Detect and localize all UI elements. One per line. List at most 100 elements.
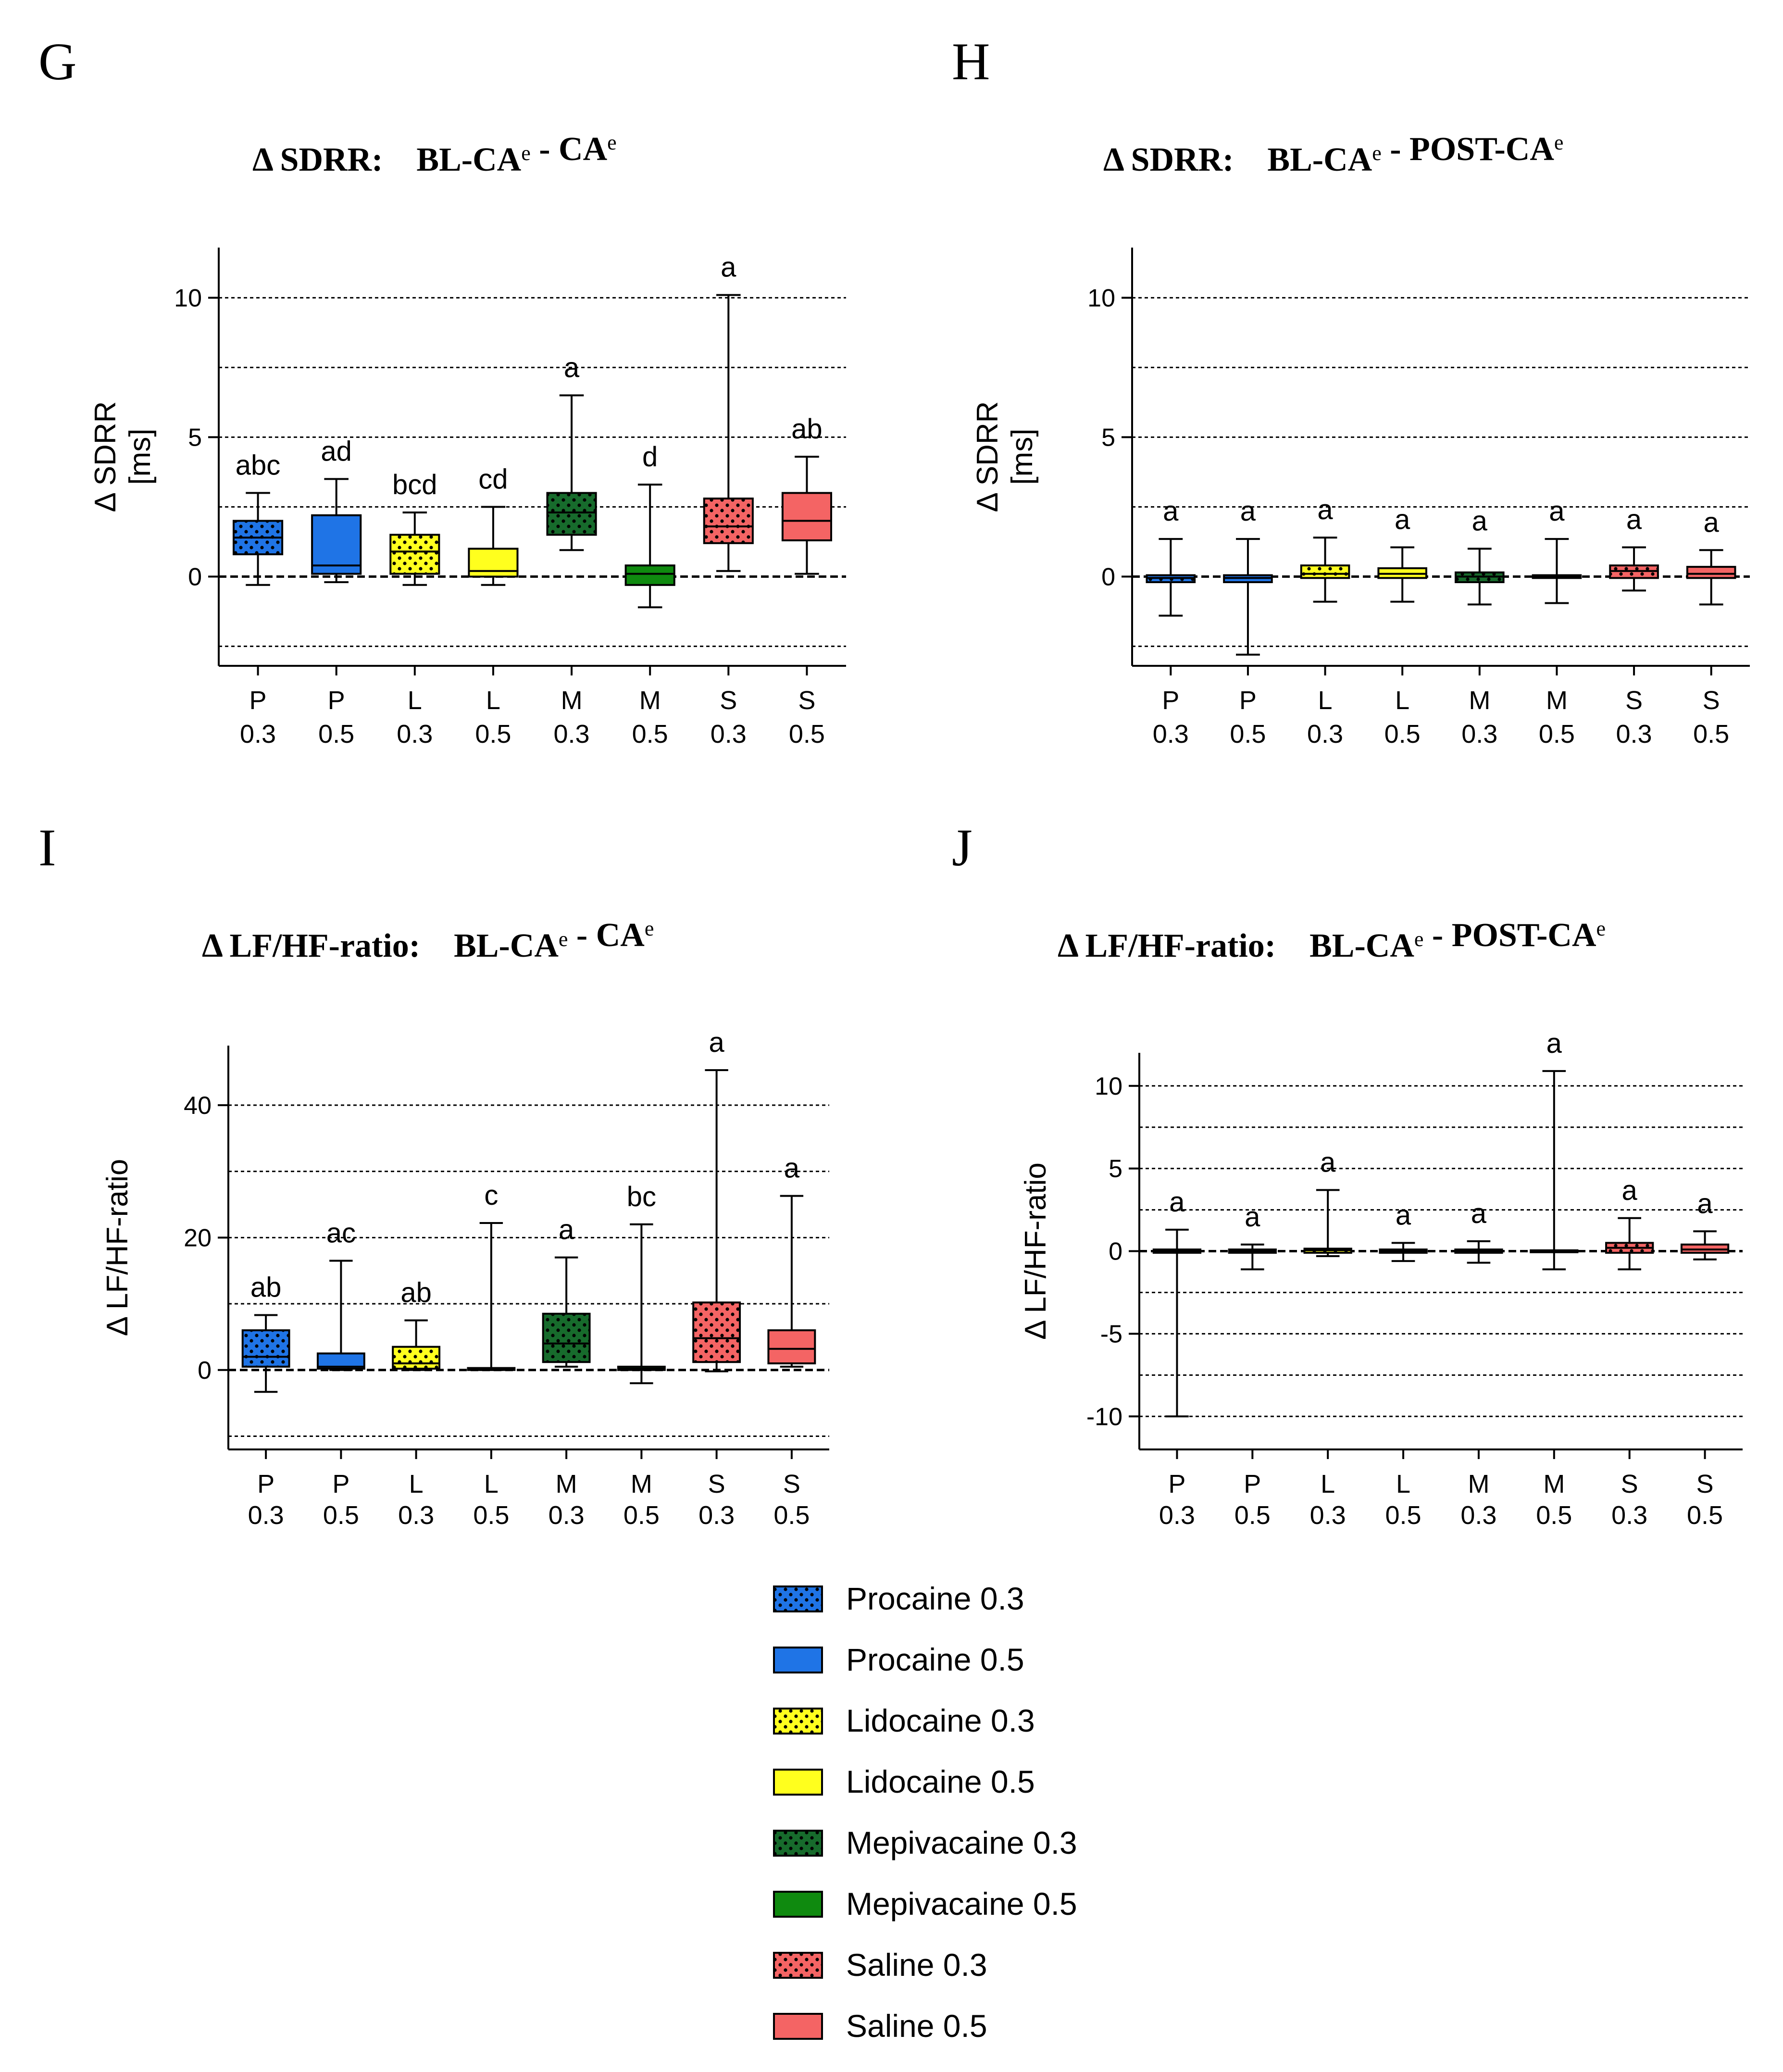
- box-dots: [1301, 565, 1349, 578]
- x-category-label: M: [1469, 686, 1490, 715]
- significance-label: a: [1622, 1175, 1638, 1206]
- y-tick-label: 0: [188, 563, 202, 591]
- x-category-label: P: [1162, 686, 1179, 715]
- y-tick-label: 20: [184, 1224, 212, 1252]
- chart-title-main: Δ LF/HF-ratio:: [1058, 927, 1309, 964]
- chart-title-part: BL-CA: [1309, 927, 1414, 964]
- legend-swatch-dots: [774, 1586, 822, 1611]
- chart-title-sup: e: [1596, 917, 1606, 940]
- box-p-05: ad P 0.5: [311, 436, 362, 749]
- y-axis-label-line1: Δ SDRR: [971, 401, 1004, 512]
- legend-item: Saline 0.3: [773, 1947, 987, 1983]
- significance-label: ab: [250, 1272, 282, 1303]
- x-category-label: P: [1244, 1470, 1261, 1498]
- significance-label: a: [1549, 496, 1565, 527]
- chart-title-part: - CA: [568, 917, 645, 954]
- legend-label: Saline 0.3: [846, 1947, 987, 1983]
- x-category-sublabel: 0.5: [318, 720, 354, 749]
- chart-title-part: - POST-CA: [1423, 917, 1596, 954]
- x-category-label: L: [486, 686, 500, 715]
- y-tick-label: 10: [174, 284, 202, 312]
- box-m-03: a M 0.3: [1455, 505, 1505, 749]
- panel-letter: J: [952, 818, 973, 877]
- legend-label: Procaine 0.5: [846, 1642, 1024, 1677]
- significance-label: a: [709, 1027, 724, 1058]
- y-tick-label: 10: [1095, 1073, 1122, 1100]
- legend-swatch-dots: [774, 1831, 822, 1856]
- x-category-sublabel: 0.5: [789, 720, 825, 749]
- legend-item: Mepivacaine 0.3: [773, 1825, 1077, 1860]
- significance-label: a: [1240, 496, 1256, 527]
- box-dots: [242, 1330, 289, 1367]
- x-category-label: M: [1546, 686, 1568, 715]
- box-l-03: a L 0.3: [1303, 1147, 1352, 1530]
- x-category-label: L: [408, 686, 422, 715]
- legend-item: Procaine 0.5: [773, 1642, 1024, 1677]
- significance-label: bc: [627, 1181, 656, 1212]
- box-l-05: c L 0.5: [467, 1180, 516, 1530]
- y-tick-label: 0: [1101, 563, 1115, 591]
- significance-label: d: [642, 441, 658, 473]
- significance-label: a: [1697, 1188, 1713, 1219]
- x-category-label: M: [561, 686, 583, 715]
- box-p-03: a P 0.3: [1152, 1186, 1202, 1530]
- significance-label: ac: [326, 1218, 356, 1249]
- legend-label: Mepivacaine 0.5: [846, 1886, 1077, 1922]
- box-p-05: ac P 0.5: [316, 1218, 365, 1530]
- x-category-sublabel: 0.3: [1310, 1501, 1346, 1530]
- significance-label: a: [721, 252, 736, 283]
- legend-label: Lidocaine 0.3: [846, 1703, 1035, 1738]
- significance-label: a: [1546, 1028, 1562, 1059]
- box-dots: [393, 1347, 440, 1369]
- x-category-sublabel: 0.3: [397, 720, 433, 749]
- box-m-05: d M 0.5: [624, 441, 675, 749]
- chart-title-sup: e: [1372, 141, 1382, 165]
- legend-swatch-dots: [774, 1709, 822, 1734]
- chart-title-sup: e: [607, 131, 617, 154]
- chart-title-part: BL-CA: [1267, 141, 1372, 178]
- x-category-sublabel: 0.3: [1460, 1501, 1496, 1530]
- box-l-03: a L 0.3: [1300, 494, 1350, 749]
- legend-label: Saline 0.5: [846, 2008, 987, 2044]
- box-s-03: a S 0.3: [692, 1027, 741, 1530]
- x-category-label: S: [1703, 686, 1720, 715]
- chart-title-part: BL-CA: [454, 927, 559, 964]
- box-l-03: bcd L 0.3: [389, 469, 440, 749]
- chart-title-sup: e: [645, 917, 654, 940]
- y-tick-label: -5: [1100, 1320, 1122, 1348]
- significance-label: a: [1317, 494, 1333, 525]
- significance-label: a: [1245, 1201, 1260, 1233]
- y-axis-label: Δ SDRR[ms]: [89, 401, 157, 512]
- box-s-03: a S 0.3: [1609, 504, 1659, 749]
- box-l-03: ab L 0.3: [392, 1277, 441, 1530]
- significance-label: a: [1396, 1199, 1411, 1231]
- box-rect: [781, 492, 833, 542]
- legend-label: Procaine 0.3: [846, 1581, 1024, 1616]
- x-category-label: P: [249, 686, 267, 715]
- significance-label: a: [1471, 1198, 1487, 1229]
- x-category-label: M: [1468, 1470, 1489, 1498]
- x-category-sublabel: 0.3: [1153, 720, 1189, 749]
- chart-title-main: Δ SDRR:: [252, 141, 416, 178]
- chart-title: Δ LF/HF-ratio: BL-CAe - CAe: [202, 917, 654, 964]
- x-category-sublabel: 0.3: [1307, 720, 1343, 749]
- x-category-label: L: [409, 1470, 424, 1498]
- y-axis-label: Δ LF/HF-ratio: [101, 1159, 134, 1336]
- chart-title: Δ SDRR: BL-CAe - CAe: [252, 131, 617, 178]
- x-category-label: L: [1395, 686, 1409, 715]
- panel-letter: H: [952, 32, 990, 91]
- significance-label: a: [1169, 1186, 1185, 1218]
- x-category-sublabel: 0.3: [711, 720, 747, 749]
- significance-label: a: [1320, 1147, 1336, 1178]
- chart-title-sup: e: [521, 141, 531, 165]
- x-category-sublabel: 0.3: [1461, 720, 1497, 749]
- y-axis-label-line2: [ms]: [124, 428, 157, 485]
- box-s-05: a S 0.5: [1686, 507, 1736, 749]
- box-l-05: a L 0.5: [1379, 1199, 1428, 1530]
- chart-title-part: BL-CA: [416, 141, 521, 178]
- box-m-03: a M 0.3: [546, 352, 597, 749]
- y-tick-label: 0: [1109, 1238, 1122, 1266]
- box-rect: [468, 548, 519, 578]
